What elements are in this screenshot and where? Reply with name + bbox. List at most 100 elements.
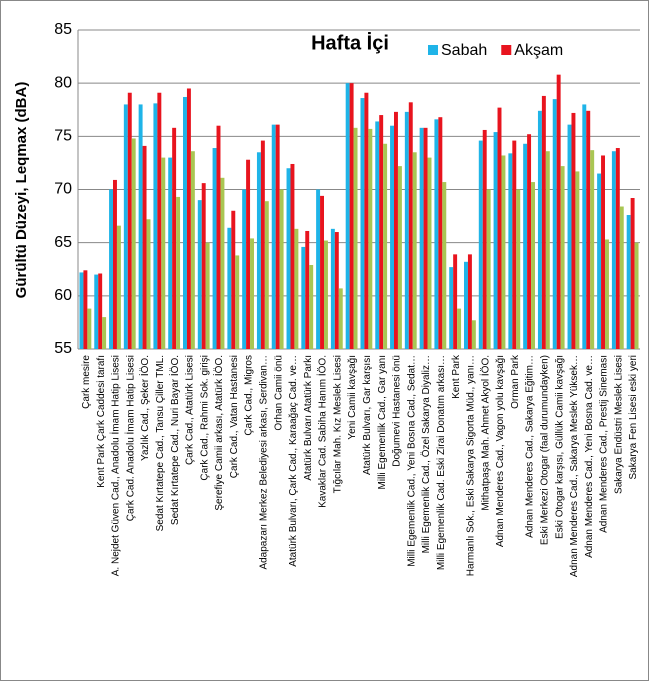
bar bbox=[87, 308, 92, 349]
bar bbox=[334, 232, 339, 349]
bar bbox=[630, 198, 635, 349]
bar bbox=[486, 189, 491, 349]
bar bbox=[271, 124, 276, 350]
bar bbox=[176, 196, 181, 349]
bar bbox=[571, 112, 576, 349]
x-tick-label: Adnan Menderes Cad., Prestij Sineması bbox=[599, 355, 610, 533]
bar bbox=[305, 230, 310, 349]
bar bbox=[537, 110, 542, 350]
bar bbox=[582, 104, 587, 349]
bar bbox=[453, 254, 458, 349]
bar bbox=[83, 270, 88, 349]
x-tick-label: Kavaklar Cad. Sabiha Hanım İÖO. bbox=[316, 355, 329, 508]
legend-label: Akşam bbox=[514, 42, 563, 59]
bar bbox=[412, 152, 417, 349]
bar bbox=[442, 182, 447, 349]
bar bbox=[197, 200, 202, 349]
x-tick-label: Sedat Kırtatepe Cad., Nuri Bayar İÖO. bbox=[168, 355, 181, 525]
bar bbox=[449, 267, 454, 349]
bar bbox=[601, 155, 605, 349]
x-tick-label: Yeni Camii kavşağı bbox=[347, 355, 358, 440]
bar bbox=[575, 171, 580, 349]
x-tick-label: Kent Park Çark Caddesi tarafı bbox=[96, 355, 107, 488]
x-tick-label: Milli Egemenlik Cad. Eski Zirai Donatım … bbox=[436, 355, 447, 570]
bar bbox=[79, 272, 84, 349]
bar bbox=[626, 215, 631, 349]
x-tick-label: Doğumevi Hastanesi önü bbox=[392, 355, 403, 467]
bar bbox=[290, 163, 295, 349]
bar bbox=[275, 124, 280, 350]
bar bbox=[131, 138, 136, 349]
bar bbox=[482, 129, 487, 349]
bar bbox=[116, 225, 121, 349]
bar bbox=[597, 173, 602, 349]
bar bbox=[138, 104, 143, 349]
bar bbox=[201, 183, 206, 349]
bar bbox=[316, 189, 321, 349]
bar bbox=[102, 317, 107, 349]
x-tick-label: Atatürk Bulvarı, Çark Cad., Karaağaç Cad… bbox=[288, 355, 299, 567]
x-tick-label: Harmanlı Sok., Eski Sakarya Sigorta Müd.… bbox=[466, 355, 477, 576]
bar bbox=[279, 189, 284, 349]
bar bbox=[390, 125, 395, 349]
bar bbox=[186, 88, 191, 349]
y-tick-label: 75 bbox=[54, 128, 72, 145]
x-tick-label: Atatürk Bulvarı, Gar karşısı bbox=[362, 355, 373, 475]
bar bbox=[604, 239, 609, 349]
bar bbox=[394, 111, 398, 349]
bar bbox=[493, 132, 498, 349]
bar bbox=[552, 99, 557, 349]
bar bbox=[161, 157, 166, 349]
x-tick-label: Çark Cad., Migros bbox=[244, 355, 255, 436]
bar bbox=[586, 110, 591, 350]
bar bbox=[345, 83, 350, 350]
bar bbox=[501, 155, 506, 349]
x-tick-label: Eski Merkezi Otogar (faal durumundayken) bbox=[540, 355, 551, 545]
bar bbox=[615, 148, 620, 349]
x-tick-label: A. Nejdet Güven Cad., Anadolu İmam Hatip… bbox=[109, 355, 122, 576]
bar bbox=[113, 179, 117, 349]
bar bbox=[264, 201, 269, 349]
legend-label: Sabah bbox=[441, 42, 487, 59]
bar bbox=[364, 92, 369, 349]
bar bbox=[94, 274, 99, 349]
bar bbox=[368, 128, 373, 349]
y-tick-label: 70 bbox=[54, 181, 72, 198]
bar bbox=[205, 242, 210, 349]
bar bbox=[516, 189, 521, 349]
bar bbox=[323, 240, 328, 349]
x-tick-label: Adnan Menderes Cad., Vagon yolu kavşağı bbox=[495, 355, 506, 547]
x-tick-label: Adapazarı Merkez Belediyesi arkası, Serd… bbox=[259, 355, 270, 570]
y-tick-label: 85 bbox=[54, 21, 72, 38]
x-tick-label: Milli Egemenlik Cad., Gar yanı bbox=[377, 355, 388, 490]
x-tick-label: Çark Cad. Anadolu İmam Hatip Lisesi bbox=[123, 355, 136, 521]
bar bbox=[467, 254, 472, 349]
x-tick-label: Şerefiye Camii arkası, Atatürk İÖO. bbox=[212, 355, 225, 511]
x-tick-label: Orhan Camii önü bbox=[273, 355, 284, 431]
bar bbox=[379, 115, 384, 349]
bar bbox=[123, 104, 128, 349]
y-tick-label: 65 bbox=[54, 234, 72, 251]
bar bbox=[397, 166, 402, 349]
x-tick-label: Kent Park bbox=[451, 354, 462, 399]
bar bbox=[508, 153, 513, 349]
bar bbox=[220, 177, 225, 349]
bar bbox=[127, 92, 132, 349]
bar bbox=[286, 168, 291, 349]
bar bbox=[427, 157, 432, 349]
bar bbox=[464, 261, 468, 349]
bar bbox=[556, 74, 561, 349]
bar bbox=[146, 219, 151, 349]
x-tick-label: Sedat Kırtatepe Cad., Tansu Çiller TML. bbox=[155, 355, 166, 531]
x-tick-label: Çark mesire bbox=[81, 355, 92, 409]
x-tick-label: Milli Egemenlik Cad., Yeni Bosna Cad., S… bbox=[406, 355, 417, 567]
bar bbox=[419, 127, 424, 350]
y-axis-label: Gürültü Düzeyi, Leqmax (dBA) bbox=[13, 82, 30, 299]
bar bbox=[301, 246, 306, 349]
bar bbox=[541, 95, 546, 349]
bar bbox=[634, 242, 639, 349]
x-tick-label: Tığcılar Mah. Kız Meslek Lisesi bbox=[332, 355, 343, 493]
bar bbox=[404, 111, 409, 349]
bar bbox=[438, 117, 443, 350]
